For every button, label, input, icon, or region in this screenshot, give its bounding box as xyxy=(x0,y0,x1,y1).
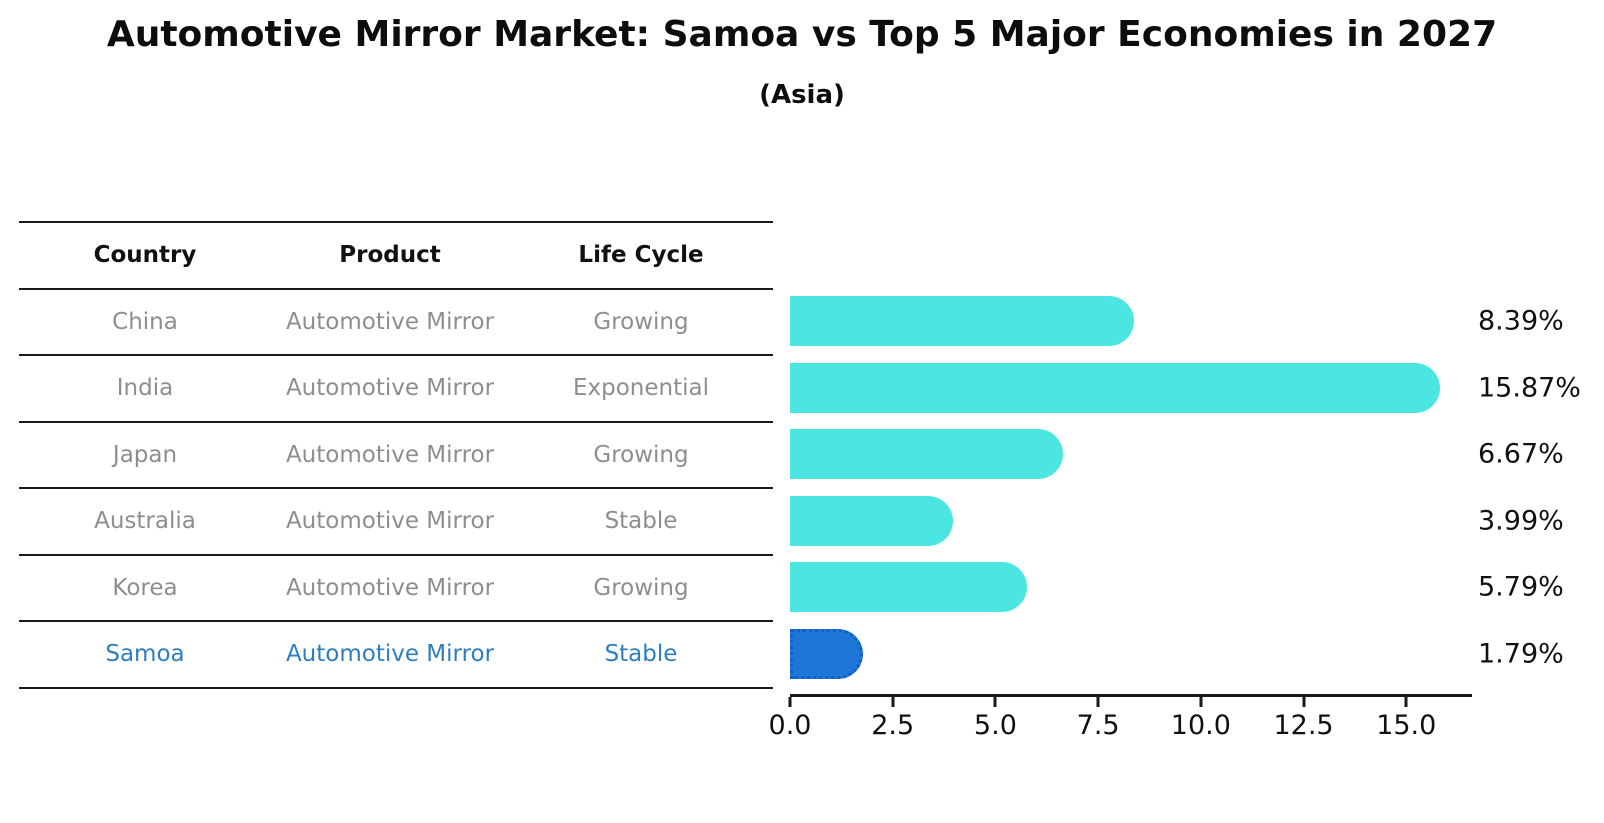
x-axis-tick xyxy=(1096,697,1100,707)
country-table: Country Product Life Cycle China Automot… xyxy=(19,221,773,689)
table-row: Japan Automotive Mirror Growing xyxy=(19,423,773,489)
column-header-country: Country xyxy=(93,242,197,269)
bar-row: 3.99% xyxy=(790,488,1564,555)
x-axis-tick xyxy=(1302,697,1306,707)
table-header-row: Country Product Life Cycle xyxy=(19,223,773,290)
table-row: China Automotive Mirror Growing xyxy=(19,290,773,356)
country-cell: Japan xyxy=(112,441,178,468)
bar-row: 8.39% xyxy=(790,288,1564,355)
x-axis-tick-label: 2.5 xyxy=(871,710,915,741)
country-cell: India xyxy=(116,375,174,402)
life-cycle-cell: Stable xyxy=(604,641,678,668)
life-cycle-cell: Growing xyxy=(593,574,689,601)
bar-row: 15.87% xyxy=(790,355,1581,422)
life-cycle-cell: Exponential xyxy=(572,375,709,402)
x-axis-tick xyxy=(891,697,895,707)
chart-subtitle: (Asia) xyxy=(759,80,845,110)
life-cycle-cell: Growing xyxy=(593,441,689,468)
chart-title: Automotive Mirror Market: Samoa vs Top 5… xyxy=(106,14,1498,55)
product-cell: Automotive Mirror xyxy=(285,308,495,335)
country-cell: Samoa xyxy=(105,641,185,668)
x-axis-tick xyxy=(1404,697,1408,707)
x-axis: 0.0 2.5 5.0 7.5 10.0 12.5 15.0 xyxy=(769,694,1472,754)
country-cell: Korea xyxy=(112,574,178,601)
x-axis-tick xyxy=(1199,697,1203,707)
bar-value-label: 8.39% xyxy=(1478,305,1564,337)
x-axis-tick-label: 7.5 xyxy=(1076,710,1120,741)
bar-value-label: 15.87% xyxy=(1478,372,1581,404)
x-axis-tick-label: 5.0 xyxy=(973,710,1017,741)
bar-japan xyxy=(790,429,1064,479)
bar-plot-area: 8.39% 15.87% 6.67% 3.99% 5.79% 1.79% xyxy=(790,288,1581,688)
life-cycle-cell: Growing xyxy=(593,308,689,335)
bar-korea xyxy=(790,562,1028,612)
table-body: China Automotive Mirror Growing India Au… xyxy=(19,290,773,689)
bar-value-label: 1.79% xyxy=(1478,638,1564,670)
x-axis-tick-label: 12.5 xyxy=(1273,710,1334,741)
table-row: Samoa Automotive Mirror Stable xyxy=(19,622,773,689)
bar-australia xyxy=(790,495,954,546)
product-cell: Automotive Mirror xyxy=(285,574,495,601)
table-row: India Automotive Mirror Exponential xyxy=(19,356,773,423)
product-cell: Automotive Mirror xyxy=(285,508,495,535)
x-axis-tick xyxy=(788,697,792,707)
country-cell: Australia xyxy=(94,508,196,535)
bar-row: 1.79% xyxy=(790,621,1564,688)
table-row: Korea Automotive Mirror Growing xyxy=(19,556,773,622)
product-cell: Automotive Mirror xyxy=(285,641,495,668)
table-row: Australia Automotive Mirror Stable xyxy=(19,489,773,556)
x-axis-tick-label: 15.0 xyxy=(1376,710,1437,741)
bar-row: 6.67% xyxy=(790,421,1564,488)
bar-china xyxy=(790,296,1134,346)
life-cycle-cell: Stable xyxy=(604,508,678,535)
column-header-product: Product xyxy=(339,242,441,269)
country-cell: China xyxy=(112,308,178,335)
bar-row: 5.79% xyxy=(790,554,1564,621)
product-cell: Automotive Mirror xyxy=(285,375,495,402)
bar-samoa xyxy=(790,628,864,679)
bar-value-label: 6.67% xyxy=(1478,438,1564,470)
product-cell: Automotive Mirror xyxy=(285,441,495,468)
bar-value-label: 3.99% xyxy=(1478,505,1564,537)
bar-india xyxy=(790,362,1441,413)
x-axis-tick-label: 0.0 xyxy=(768,710,812,741)
x-axis-tick-label: 10.0 xyxy=(1170,710,1231,741)
x-axis-tick xyxy=(993,697,997,707)
column-header-life-cycle: Life Cycle xyxy=(578,242,704,269)
bar-value-label: 5.79% xyxy=(1478,571,1564,603)
x-axis-spine xyxy=(790,694,1472,697)
